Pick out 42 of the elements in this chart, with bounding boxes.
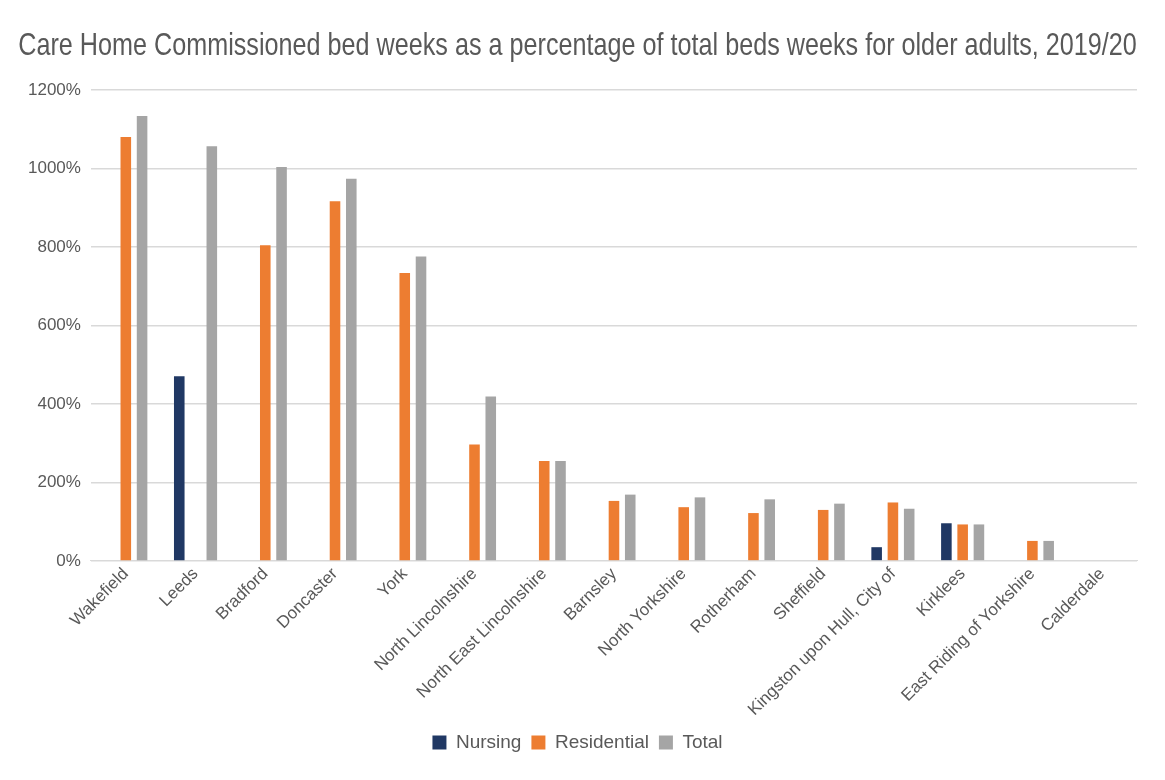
y-tick-label: 0%	[56, 550, 81, 570]
legend-label: Total	[682, 730, 723, 752]
x-tick-label: York	[373, 563, 412, 601]
bar	[941, 523, 952, 561]
bar	[764, 499, 775, 561]
bar	[834, 503, 845, 561]
bar	[173, 376, 185, 561]
bar	[973, 524, 985, 561]
bar	[903, 508, 915, 561]
bar	[624, 494, 636, 561]
y-tick-label: 200%	[37, 472, 81, 492]
chart-title: Care Home Commissioned bed weeks as a percentage of total beds weeks for older adults, 2019/20	[18, 26, 1137, 62]
bar	[748, 513, 759, 561]
legend-label: Residential	[554, 730, 649, 752]
bar	[346, 178, 357, 561]
bar	[887, 502, 899, 561]
bar	[259, 245, 271, 561]
bar	[694, 497, 706, 561]
y-tick-label: 800%	[37, 236, 81, 256]
bar	[1027, 540, 1038, 561]
bar	[469, 444, 480, 561]
bar	[415, 256, 427, 561]
bar	[120, 136, 132, 561]
bar	[276, 167, 287, 561]
y-tick-label: 1200%	[28, 79, 81, 99]
bar	[555, 460, 566, 561]
bar	[1043, 540, 1054, 561]
bar	[136, 116, 148, 561]
bar	[957, 524, 968, 561]
bar	[871, 547, 882, 561]
y-tick-label: 400%	[37, 393, 81, 413]
y-tick-label: 1000%	[28, 158, 81, 178]
bar	[538, 460, 550, 561]
bar	[329, 201, 341, 561]
bar	[817, 509, 829, 561]
bar	[678, 507, 689, 561]
bar	[485, 396, 497, 561]
bar	[206, 146, 218, 561]
bar	[399, 273, 411, 561]
legend-label: Nursing	[455, 730, 522, 752]
y-tick-label: 600%	[37, 315, 81, 335]
bar	[608, 500, 620, 561]
